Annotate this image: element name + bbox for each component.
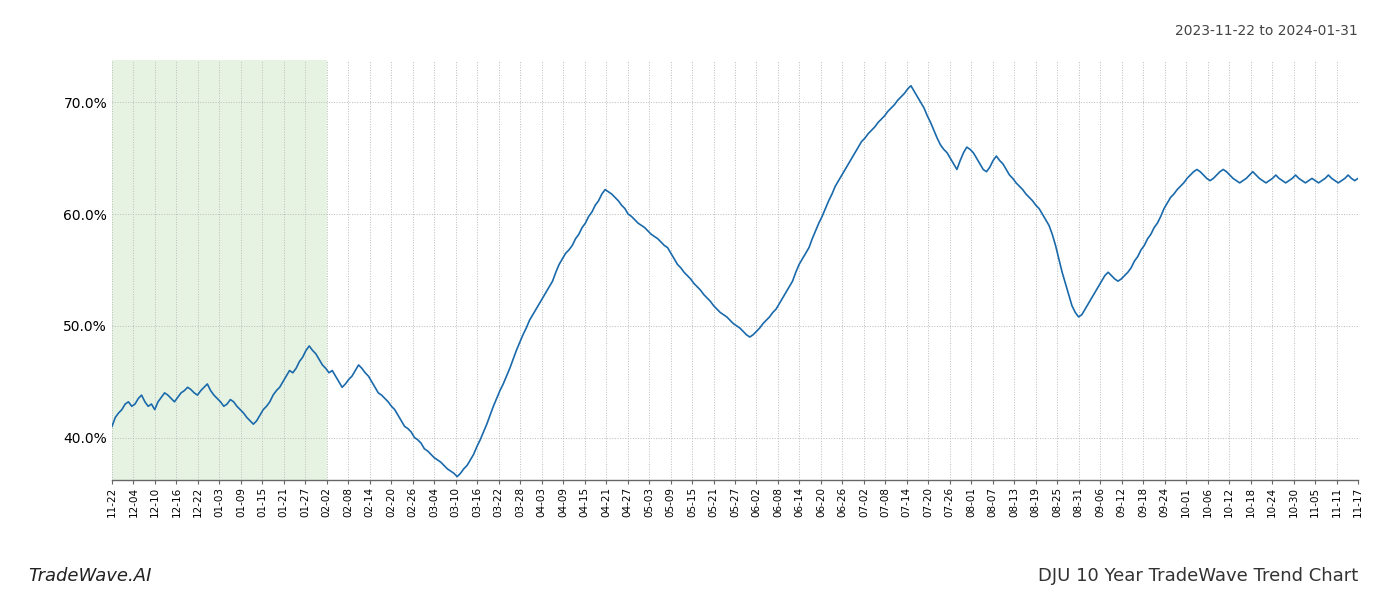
Text: DJU 10 Year TradeWave Trend Chart: DJU 10 Year TradeWave Trend Chart [1037, 567, 1358, 585]
Text: 2023-11-22 to 2024-01-31: 2023-11-22 to 2024-01-31 [1175, 24, 1358, 38]
Text: TradeWave.AI: TradeWave.AI [28, 567, 151, 585]
Bar [112, 60, 326, 480]
